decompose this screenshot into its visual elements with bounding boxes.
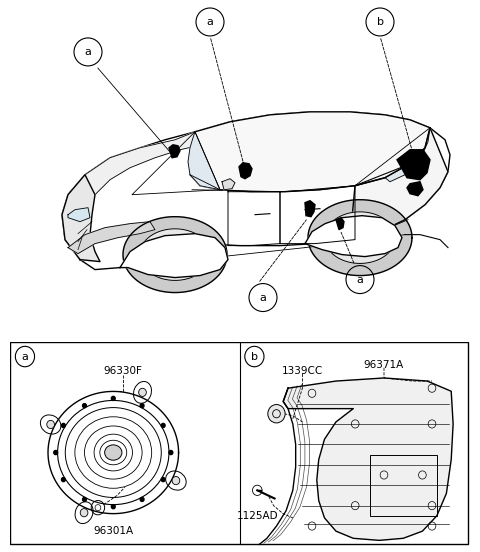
Polygon shape (305, 201, 315, 217)
Polygon shape (62, 175, 100, 262)
Text: 96330F: 96330F (104, 366, 142, 376)
Polygon shape (190, 112, 430, 192)
Circle shape (140, 497, 144, 501)
Polygon shape (239, 163, 252, 179)
Circle shape (139, 388, 146, 396)
Bar (370, 455, 437, 516)
Polygon shape (324, 212, 396, 263)
Polygon shape (188, 132, 220, 190)
Circle shape (111, 505, 115, 509)
Circle shape (268, 405, 285, 423)
Text: 96301A: 96301A (93, 526, 133, 536)
Polygon shape (62, 112, 450, 269)
Text: a: a (260, 293, 266, 302)
Text: 1339CC: 1339CC (282, 366, 323, 376)
Text: 96371A: 96371A (364, 360, 404, 370)
Text: b: b (376, 17, 384, 27)
Circle shape (169, 450, 173, 455)
Polygon shape (283, 378, 453, 540)
Polygon shape (308, 200, 412, 275)
Circle shape (111, 396, 115, 400)
Text: a: a (206, 17, 214, 27)
Ellipse shape (105, 445, 122, 460)
Polygon shape (336, 217, 344, 230)
Circle shape (172, 476, 180, 485)
Polygon shape (140, 229, 210, 280)
Circle shape (161, 477, 165, 482)
Circle shape (161, 423, 165, 427)
Text: a: a (84, 47, 91, 57)
Polygon shape (80, 122, 240, 240)
Polygon shape (407, 182, 423, 196)
Polygon shape (169, 145, 180, 158)
Polygon shape (68, 208, 90, 222)
Text: a: a (357, 274, 363, 285)
Text: a: a (22, 352, 28, 362)
Text: b: b (251, 352, 258, 362)
Polygon shape (123, 217, 227, 293)
Circle shape (61, 423, 65, 427)
Circle shape (83, 497, 86, 501)
Circle shape (80, 508, 88, 517)
Polygon shape (350, 128, 448, 240)
Circle shape (47, 421, 54, 428)
Polygon shape (397, 150, 430, 180)
Circle shape (140, 404, 144, 408)
Circle shape (61, 477, 65, 482)
Text: 1125AD: 1125AD (237, 511, 278, 521)
Polygon shape (305, 216, 402, 257)
Polygon shape (120, 233, 228, 278)
Circle shape (83, 404, 86, 408)
Circle shape (54, 450, 58, 455)
Polygon shape (385, 128, 430, 182)
Polygon shape (222, 179, 235, 190)
Polygon shape (68, 222, 155, 253)
